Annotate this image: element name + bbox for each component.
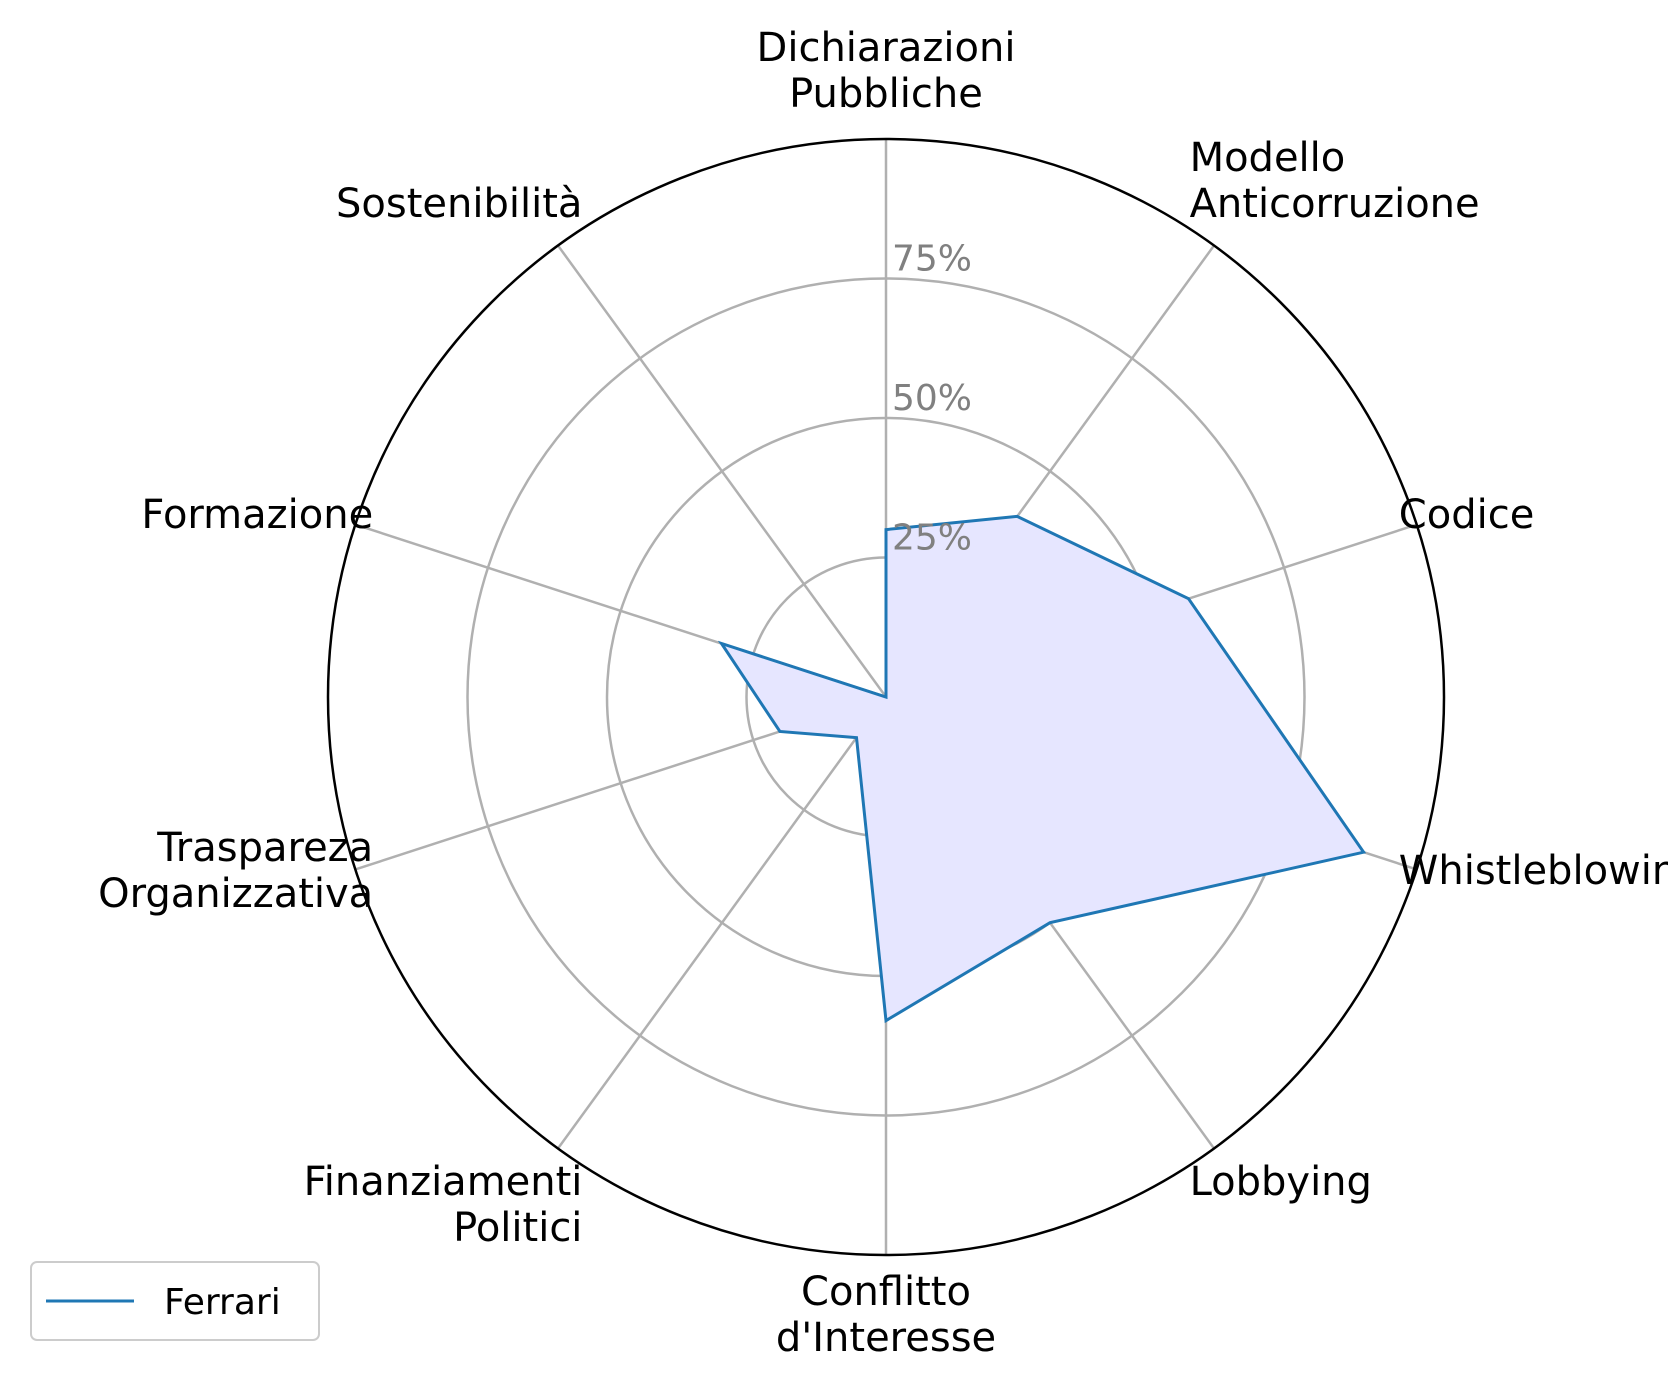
legend: Ferrari <box>30 1261 320 1341</box>
axis-label: Dichiarazioni Pubbliche <box>757 25 1016 117</box>
axis-label: Traspareza Organizzativa <box>98 825 373 917</box>
spoke <box>557 696 888 1150</box>
spoke <box>557 244 888 698</box>
outer-frame <box>326 137 1446 1257</box>
axis-label: Codice <box>1399 492 1535 538</box>
series-line <box>717 514 1367 1024</box>
radial-tick-label: 25% <box>892 518 972 559</box>
legend-label-ferrari: Ferrari <box>164 1282 281 1323</box>
axis-label: Formazione <box>141 492 373 538</box>
axis-label: Conflitto d'Interesse <box>776 1269 996 1361</box>
radial-tick-label: 50% <box>892 378 972 419</box>
axis-label: Whistleblowing <box>1399 848 1668 894</box>
axis-label: Sostenibilità <box>336 181 582 227</box>
series-fill <box>721 516 1364 1021</box>
axis-label: Modello Anticorruzione <box>1190 135 1480 227</box>
axis-labels: Dichiarazioni Pubbliche Modello Anticorruzi… <box>98 25 1668 1361</box>
radial-tick-label: 75% <box>892 239 972 280</box>
legend-box <box>30 1261 320 1341</box>
data-series <box>717 514 1367 1024</box>
axis-label: Lobbying <box>1190 1159 1372 1205</box>
axis-label: Finanziamenti Politici <box>304 1159 583 1251</box>
radial-tick-labels: 25% 50% 75% <box>892 239 972 559</box>
